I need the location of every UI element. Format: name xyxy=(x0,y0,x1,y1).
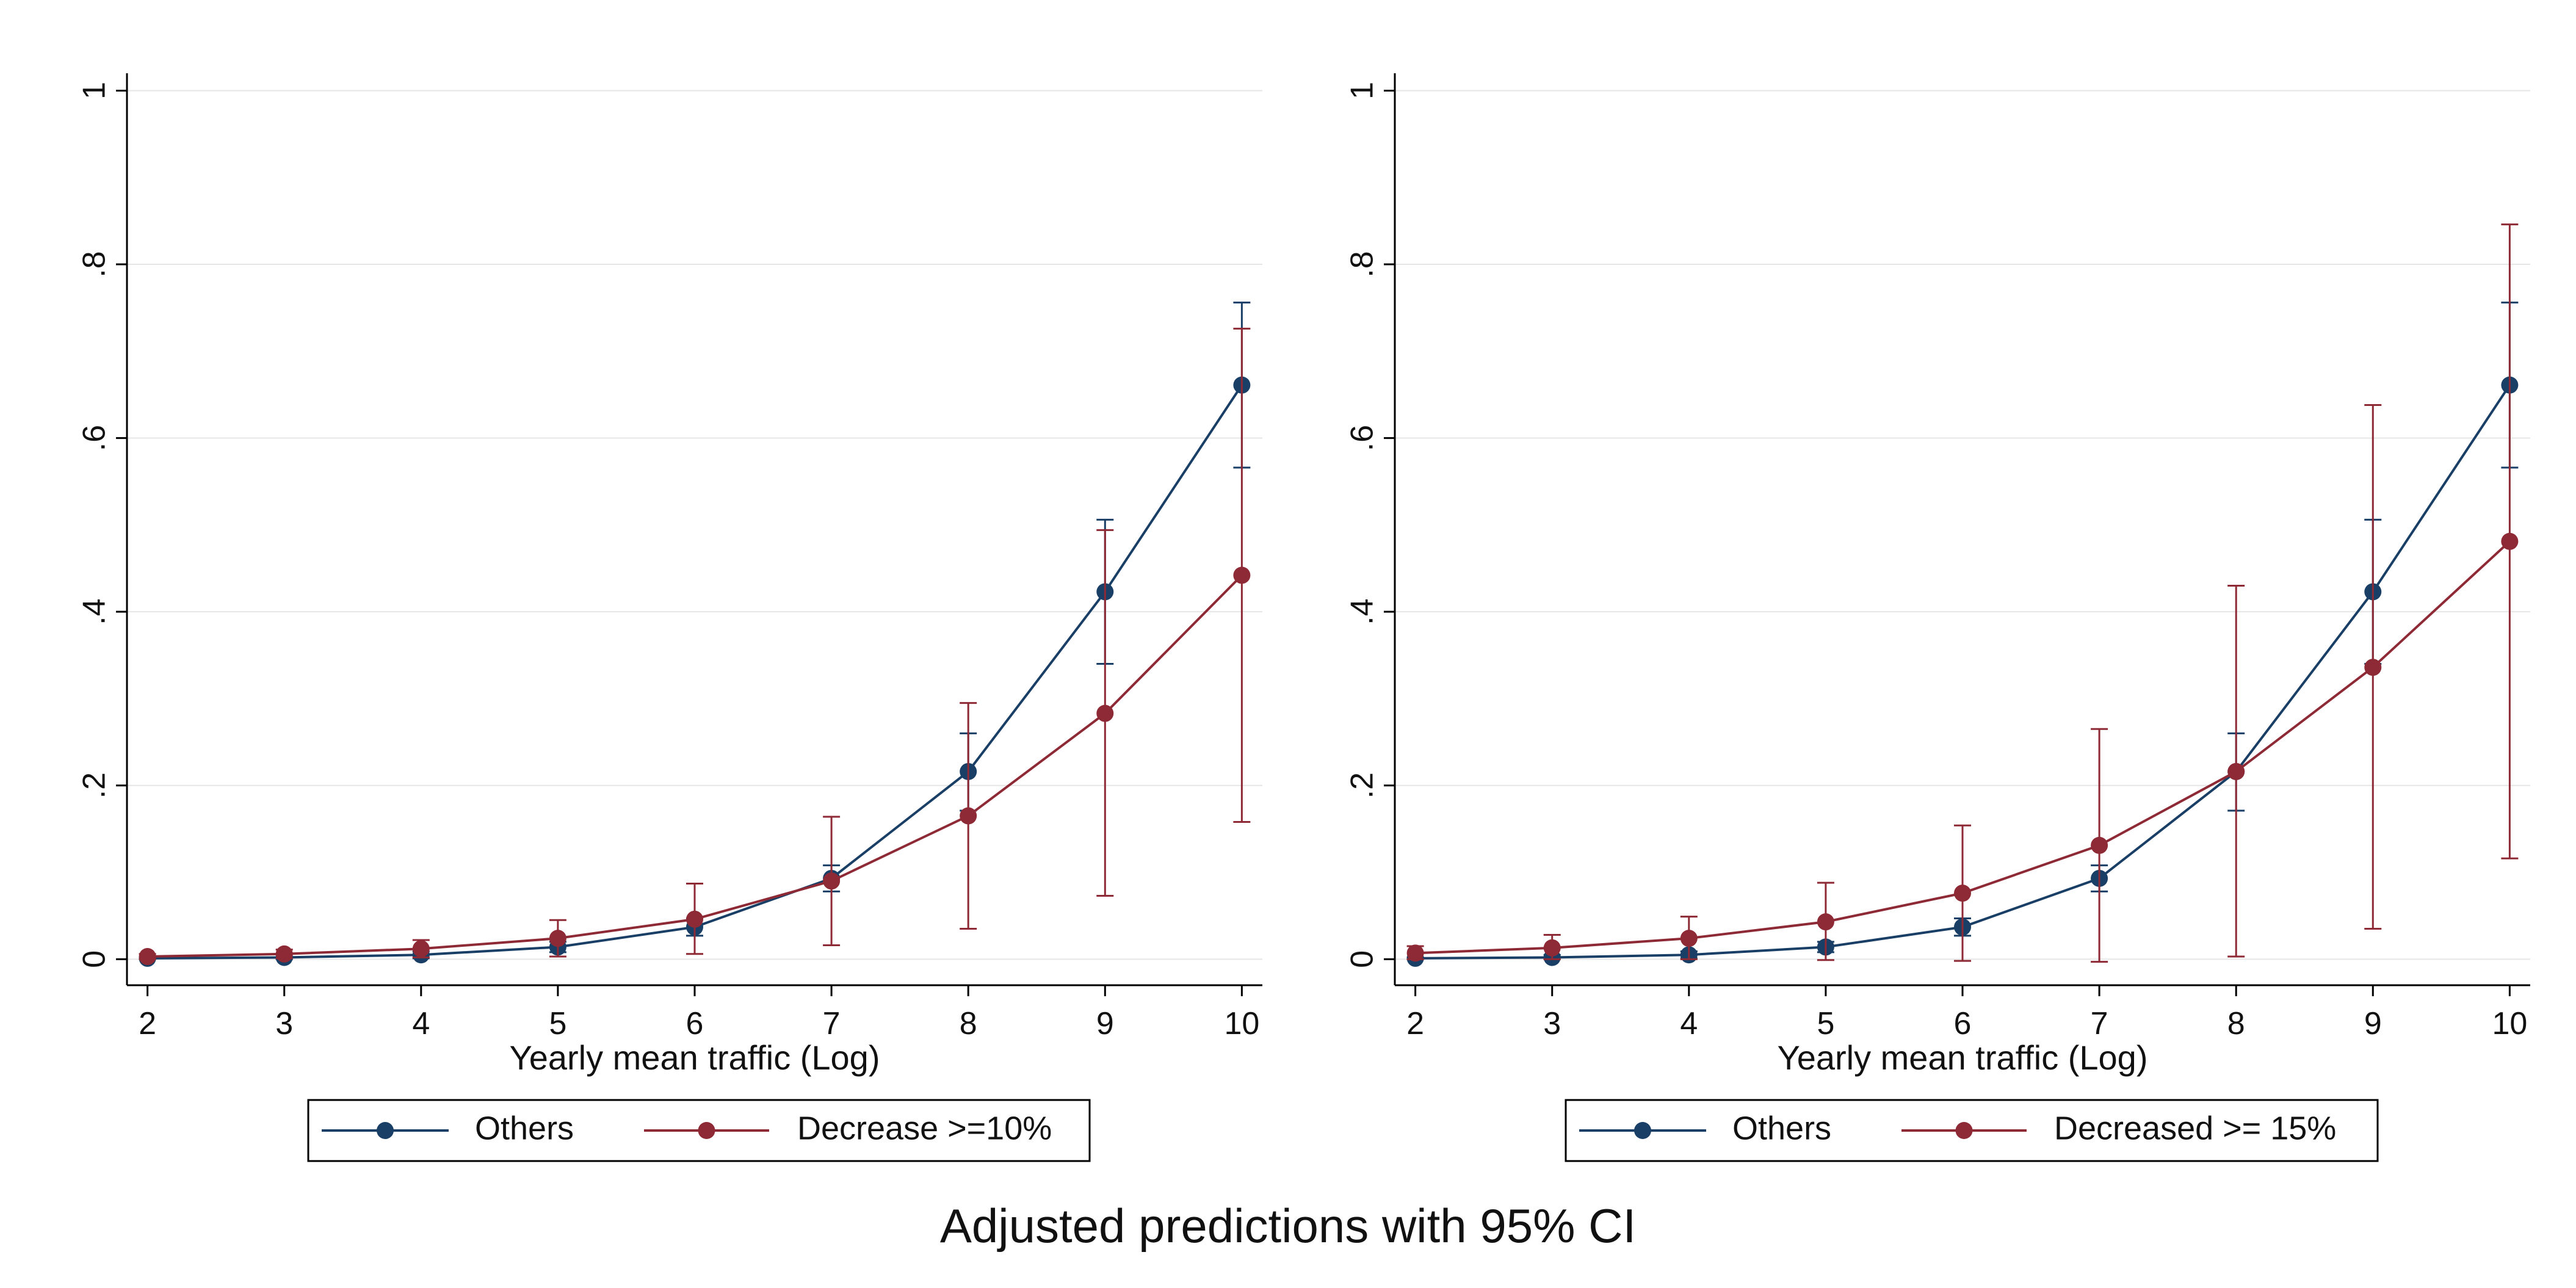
y-tick-label: .2 xyxy=(1345,772,1380,798)
x-tick-label: 5 xyxy=(549,1006,566,1041)
legend-label: Decrease >=10% xyxy=(797,1110,1052,1146)
legend: Others Decrease >=10% xyxy=(307,1099,1091,1162)
y-tick-label: 1 xyxy=(1345,82,1380,99)
legend: Others Decreased >= 15% xyxy=(1565,1099,2379,1162)
x-tick-label: 5 xyxy=(1817,1006,1834,1041)
x-tick-label: 2 xyxy=(139,1006,156,1041)
legend-swatch-marker xyxy=(1634,1122,1651,1139)
series-decrease xyxy=(139,327,1251,966)
legend-label: Others xyxy=(1732,1110,1831,1146)
x-axis-title: Yearly mean traffic (Log) xyxy=(510,1038,880,1077)
y-tick-label: .4 xyxy=(1345,598,1380,624)
x-tick-label: 4 xyxy=(412,1006,430,1041)
x-tick-label: 7 xyxy=(2091,1006,2108,1041)
data-point xyxy=(2364,659,2382,676)
x-tick-label: 10 xyxy=(1224,1006,1259,1041)
data-point xyxy=(1543,939,1561,957)
y-tick-label: 0 xyxy=(77,950,112,968)
y-tick-label: .4 xyxy=(77,598,112,624)
figure-title: Adjusted predictions with 95% CI xyxy=(940,1199,1636,1253)
data-point xyxy=(1817,913,1834,931)
chart-panel-1: 0 .2 .4 .6 .8 1 2 3 4 5 6 7 8 9 10 Yearly mean traffic … xyxy=(77,73,1262,1162)
data-point xyxy=(1233,566,1251,584)
x-tick-label: 6 xyxy=(686,1006,704,1041)
x-tick-label: 9 xyxy=(2364,1006,2382,1041)
data-point xyxy=(2091,836,2108,854)
y-tick-label: .6 xyxy=(1345,425,1380,451)
x-tick-label: 3 xyxy=(1543,1006,1561,1041)
data-point xyxy=(1680,930,1698,947)
x-tick-label: 8 xyxy=(960,1006,977,1041)
y-tick-label: .8 xyxy=(1345,251,1380,277)
data-point xyxy=(2227,762,2245,780)
y-tick-label: .8 xyxy=(77,251,112,277)
data-point xyxy=(549,930,566,947)
x-tick-label: 10 xyxy=(2492,1006,2527,1041)
x-tick-label: 9 xyxy=(1096,1006,1114,1041)
series-line xyxy=(147,384,1243,960)
legend-label: Decreased >= 15% xyxy=(2054,1110,2336,1146)
x-tick-label: 7 xyxy=(823,1006,841,1041)
y-tick-label: 1 xyxy=(77,82,112,99)
x-tick-label: 4 xyxy=(1680,1006,1698,1041)
data-point xyxy=(1406,944,1424,962)
data-point xyxy=(686,910,703,928)
data-point xyxy=(960,807,977,825)
x-axis-title: Yearly mean traffic (Log) xyxy=(1778,1038,2148,1077)
data-point xyxy=(1096,704,1114,722)
chart-panel-2: 0 .2 .4 .6 .8 1 2 3 4 5 6 7 8 9 10 Yearly mean traffic … xyxy=(1345,73,2530,1162)
legend-swatch-marker xyxy=(698,1122,715,1139)
data-point xyxy=(823,872,841,890)
x-tick-label: 3 xyxy=(275,1006,293,1041)
y-tick-label: .6 xyxy=(77,425,112,451)
data-point xyxy=(1954,885,1971,902)
legend-swatch-marker xyxy=(1955,1122,1973,1139)
x-tick-label: 8 xyxy=(2227,1006,2245,1041)
data-point xyxy=(275,945,293,963)
y-tick-label: 0 xyxy=(1345,950,1380,968)
x-tick-label: 2 xyxy=(1406,1006,1424,1041)
x-tick-label: 6 xyxy=(1954,1006,1972,1041)
legend-swatch-marker xyxy=(377,1122,394,1139)
y-tick-label: .2 xyxy=(77,772,112,798)
data-point xyxy=(139,948,156,966)
data-point xyxy=(412,940,430,958)
series-decrease xyxy=(1406,223,2519,963)
data-point xyxy=(2501,532,2519,550)
legend-label: Others xyxy=(475,1110,574,1146)
series-others xyxy=(139,302,1251,967)
